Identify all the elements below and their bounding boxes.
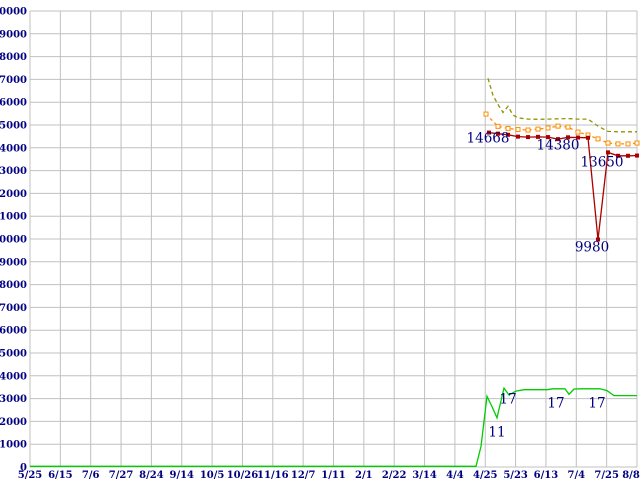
series-line-dark-red	[488, 131, 638, 240]
x-tick-label: 5/25	[18, 470, 43, 480]
x-tick-label: 7/27	[109, 470, 134, 480]
marker-dark-red	[536, 134, 540, 139]
marker-orange-dashed	[545, 125, 551, 131]
marker-dark-red	[616, 153, 620, 158]
marker-orange-dashed	[535, 126, 541, 132]
marker-orange-dashed	[555, 123, 561, 129]
y-tick-label: 2000	[0, 417, 27, 428]
marker-orange-dashed	[605, 140, 611, 146]
x-tick-label: 9/14	[169, 470, 194, 480]
x-tick-label: 3/14	[412, 470, 437, 480]
data-label: 17	[547, 396, 564, 412]
series-line-orange-dashed	[485, 113, 638, 145]
data-label: 17	[499, 392, 516, 408]
marker-dark-red	[526, 135, 530, 140]
y-tick-label: 10000	[0, 235, 27, 246]
marker-dark-red	[626, 153, 630, 158]
data-label: 11	[488, 425, 505, 441]
y-tick-label: 9000	[0, 257, 27, 268]
x-tick-label: 2/22	[382, 470, 407, 480]
marker-dark-red	[496, 131, 500, 136]
data-label: 14380	[537, 138, 580, 154]
marker-dark-red	[576, 135, 580, 140]
marker-dark-red	[546, 135, 550, 140]
marker-orange-dashed	[495, 123, 501, 129]
x-tick-label: 4/4	[446, 470, 464, 480]
marker-dark-red	[556, 137, 560, 142]
y-tick-label: 13000	[0, 166, 27, 177]
x-tick-label: 7/4	[568, 470, 586, 480]
marker-dark-red	[487, 130, 491, 135]
marker-orange-dashed	[525, 127, 531, 133]
marker-orange-dashed	[565, 124, 571, 130]
marker-orange-dashed	[595, 136, 601, 142]
series-line-olive-dashed	[487, 78, 637, 133]
data-label: 14668	[467, 131, 510, 147]
marker-orange-dashed	[625, 141, 631, 147]
data-label: 9980	[575, 240, 609, 256]
y-tick-label: 5000	[0, 349, 27, 360]
y-tick-label: 11000	[0, 212, 27, 223]
marker-orange-dashed	[615, 141, 621, 147]
x-tick-label: 8/8	[622, 470, 640, 480]
marker-dark-red	[516, 134, 520, 139]
x-tick-label: 2/1	[355, 470, 373, 480]
marker-dark-red	[566, 135, 570, 140]
data-label: 13650	[581, 155, 624, 171]
marker-orange-dashed	[483, 111, 489, 117]
marker-orange-dashed	[575, 129, 581, 135]
y-tick-label: 4000	[0, 371, 27, 382]
x-tick-label: 10/26	[227, 470, 259, 480]
marker-dark-red	[506, 132, 510, 137]
x-tick-label: 4/25	[473, 470, 498, 480]
y-tick-label: 14000	[0, 143, 27, 154]
data-label: 17	[588, 396, 605, 412]
marker-orange-dashed	[515, 127, 521, 133]
x-tick-label: 12/7	[291, 470, 316, 480]
marker-dark-red	[635, 153, 639, 158]
marker-dark-red	[586, 135, 590, 140]
y-tick-label: 16000	[0, 98, 27, 109]
y-tick-label: 15000	[0, 121, 27, 132]
y-tick-label: 7000	[0, 303, 27, 314]
y-tick-label: 0	[20, 463, 27, 474]
y-tick-label: 19000	[0, 29, 27, 40]
marker-orange-dashed	[634, 140, 640, 146]
x-tick-label: 5/23	[503, 470, 528, 480]
x-tick-label: 7/25	[594, 470, 619, 480]
marker-orange-dashed	[505, 125, 511, 131]
y-tick-label: 6000	[0, 326, 27, 337]
x-tick-label: 6/13	[534, 470, 559, 480]
y-tick-label: 20000	[0, 7, 27, 18]
x-tick-label: 1/11	[321, 470, 346, 480]
marker-dark-red	[596, 237, 600, 242]
y-tick-label: 1000	[0, 440, 27, 451]
y-tick-label: 3000	[0, 394, 27, 405]
y-tick-label: 18000	[0, 52, 27, 63]
marker-dark-red	[606, 150, 610, 155]
x-tick-label: 8/24	[139, 470, 164, 480]
y-tick-label: 12000	[0, 189, 27, 200]
y-tick-label: 17000	[0, 75, 27, 86]
x-tick-label: 10/5	[200, 470, 225, 480]
x-tick-label: 11/16	[257, 470, 289, 480]
x-tick-label: 7/6	[82, 470, 100, 480]
y-tick-label: 8000	[0, 280, 27, 291]
x-tick-label: 6/15	[48, 470, 73, 480]
series-line-green	[30, 386, 637, 467]
